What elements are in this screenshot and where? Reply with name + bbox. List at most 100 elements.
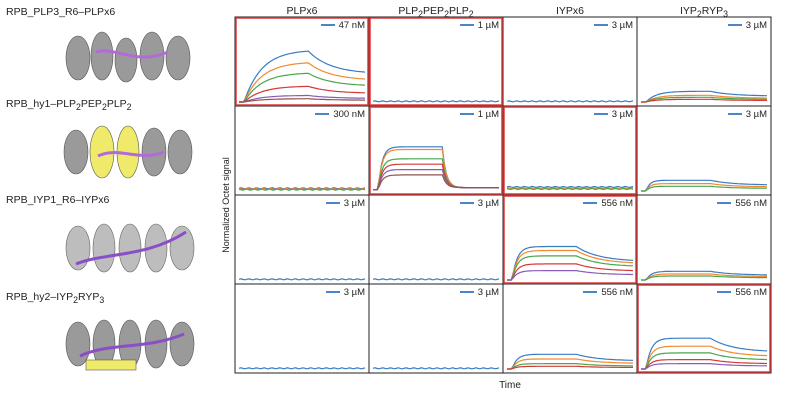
- concentration-value: 3 µM: [477, 287, 499, 298]
- structure-label-3: RPB_IYP1_R6–IYPx6: [6, 194, 110, 206]
- trace-r2c3-s1: [506, 185, 634, 189]
- legend-swatch: [593, 113, 608, 116]
- concentration-value: 1 µM: [477, 20, 499, 31]
- legend-swatch: [325, 291, 340, 294]
- concentration-label-r1c3: 3 µM: [593, 20, 633, 31]
- concentration-value: 3 µM: [343, 287, 365, 298]
- legend-swatch: [717, 291, 732, 294]
- trace-r1c2-s1: [372, 100, 500, 103]
- concentration-label-r3c4: 556 nM: [717, 198, 767, 209]
- trace-r4c1-s1: [238, 367, 366, 370]
- trace-r2c1-s3: [238, 188, 366, 191]
- trace-r2c2-s5: [373, 169, 499, 191]
- legend-swatch: [583, 291, 598, 294]
- trace-r1c3-s1: [506, 100, 634, 103]
- column-title-plp2pep2plp2: PLP2PEP2PLP2: [398, 5, 474, 20]
- concentration-label-r3c2: 3 µM: [459, 198, 499, 209]
- structure-label-1: RPB_PLP3_R6–PLPx6: [6, 6, 116, 18]
- trace-r1c4-s2: [641, 94, 767, 103]
- concentration-value: 3 µM: [611, 109, 633, 120]
- legend-swatch: [315, 113, 330, 116]
- trace-r3c4-s3: [641, 275, 767, 281]
- concentration-value: 556 nM: [601, 287, 633, 298]
- highlight-border-r1c2: [369, 17, 503, 106]
- column-title-plpx6: PLPx6: [286, 5, 318, 17]
- concentration-value: 300 nM: [333, 109, 365, 120]
- highlight-border-r2c2: [369, 106, 503, 195]
- trace-r3c1-s1: [238, 278, 366, 281]
- trace-r4c4-s3: [641, 352, 768, 370]
- legend-swatch: [459, 113, 474, 116]
- highlight-border-r4c4: [637, 284, 771, 373]
- column-title-iypx6: IYPx6: [555, 5, 584, 17]
- trace-r2c2-s3: [373, 158, 499, 191]
- trace-r4c4-s2: [641, 345, 768, 370]
- concentration-label-r2c2: 1 µM: [459, 109, 499, 120]
- trace-r4c3-s1: [507, 353, 633, 370]
- trace-r1c1-s4: [239, 85, 365, 103]
- concentration-value: 3 µM: [477, 198, 499, 209]
- concentration-label-r1c2: 1 µM: [459, 20, 499, 31]
- trace-r1c1-s1: [239, 50, 366, 103]
- concentration-value: 47 nM: [338, 20, 365, 31]
- trace-r4c4-s1: [641, 337, 768, 370]
- trace-r3c3-s2: [507, 249, 634, 281]
- concentration-label-r2c1: 300 nM: [315, 109, 365, 120]
- trace-r1c4-s3: [641, 96, 768, 103]
- concentration-label-r1c4: 3 µM: [727, 20, 767, 31]
- trace-r2c2-s1: [373, 146, 499, 191]
- structure-image-4: [65, 319, 195, 371]
- concentration-value: 1 µM: [477, 109, 499, 120]
- trace-r2c4-s1: [641, 179, 767, 192]
- legend-swatch: [320, 24, 335, 27]
- trace-r4c2-s1: [372, 367, 500, 370]
- structure-label-4: RPB_hy2–IYP2RYP3: [6, 291, 105, 306]
- trace-r1c1-s2: [239, 62, 366, 103]
- highlight-border-r3c3: [503, 195, 637, 284]
- trace-r3c4-s2: [641, 273, 768, 281]
- legend-swatch: [459, 24, 474, 27]
- concentration-label-r2c4: 3 µM: [727, 109, 767, 120]
- structure-image-1: [65, 31, 191, 83]
- trace-r3c3-s5: [507, 270, 633, 281]
- concentration-label-r4c1: 3 µM: [325, 287, 365, 298]
- concentration-value: 556 nM: [601, 198, 633, 209]
- legend-swatch: [459, 202, 474, 205]
- trace-r4c4-s5: [641, 363, 768, 370]
- concentration-label-r3c1: 3 µM: [325, 198, 365, 209]
- column-title-iyp2ryp3: IYP2RYP3: [679, 5, 729, 20]
- concentration-label-r1c1: 47 nM: [320, 20, 365, 31]
- structure-label-2: RPB_hy1–PLP2PEP2PLP2: [6, 98, 132, 113]
- concentration-label-r4c4: 556 nM: [717, 287, 767, 298]
- trace-r4c4-s4: [641, 359, 767, 370]
- legend-swatch: [459, 291, 474, 294]
- highlight-border-r2c3: [503, 106, 637, 195]
- trace-r1c4-s4: [641, 98, 767, 103]
- legend-swatch: [717, 202, 732, 205]
- concentration-value: 3 µM: [745, 20, 767, 31]
- structure-image-2: [63, 125, 193, 179]
- trace-r1c4-s1: [641, 90, 767, 103]
- trace-r3c3-s4: [507, 263, 634, 281]
- legend-swatch: [325, 202, 340, 205]
- concentration-label-r3c3: 556 nM: [583, 198, 633, 209]
- trace-r4c3-s4: [507, 365, 633, 370]
- trace-r2c4-s3: [641, 185, 767, 192]
- trace-r3c3-s1: [507, 245, 634, 281]
- trace-r3c3-s3: [507, 255, 633, 281]
- trace-r1c1-s3: [239, 72, 366, 103]
- legend-swatch: [727, 24, 742, 27]
- trace-r3c4-s1: [641, 270, 767, 281]
- concentration-label-r2c3: 3 µM: [593, 109, 633, 120]
- legend-swatch: [727, 113, 742, 116]
- trace-r3c2-s1: [372, 278, 500, 281]
- trace-r2c4-s2: [641, 183, 768, 192]
- concentration-value: 556 nM: [735, 198, 767, 209]
- concentration-value: 556 nM: [735, 287, 767, 298]
- legend-swatch: [593, 24, 608, 27]
- trace-r2c3-s3: [506, 187, 634, 191]
- highlight-border-r1c1: [235, 17, 369, 106]
- trace-r2c2-s6: [373, 174, 499, 191]
- legend-swatch: [583, 202, 598, 205]
